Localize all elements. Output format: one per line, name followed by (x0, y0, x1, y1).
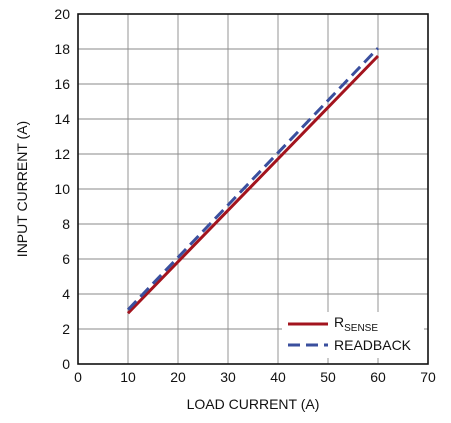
legend-background (282, 312, 424, 358)
x-tick-label-70: 70 (420, 369, 436, 385)
grid (77, 13, 429, 365)
y-tick-label-20: 20 (54, 6, 70, 22)
y-axis-label: INPUT CURRENT (A) (14, 121, 30, 257)
x-tick-label-0: 0 (74, 369, 82, 385)
y-tick-label-10: 10 (54, 181, 70, 197)
x-axis-label: LOAD CURRENT (A) (187, 396, 320, 412)
y-tick-label-2: 2 (62, 321, 70, 337)
series-line-rsense (126, 54, 380, 315)
y-tick-label-6: 6 (62, 251, 70, 267)
x-tick-label-60: 60 (370, 369, 386, 385)
y-tick-label-16: 16 (54, 76, 70, 92)
x-tick-label-10: 10 (120, 369, 136, 385)
series-lines (126, 47, 380, 315)
legend-entry-rsense: RSENSE (334, 314, 378, 334)
legend-entry-readback: READBACK (334, 337, 412, 353)
y-tick-label-18: 18 (54, 41, 70, 57)
x-tick-label-40: 40 (270, 369, 286, 385)
plot-frame (77, 13, 429, 365)
x-tick-label-50: 50 (320, 369, 336, 385)
x-tick-label-30: 30 (220, 369, 236, 385)
y-tick-label-8: 8 (62, 216, 70, 232)
legend: RSENSE READBACK (282, 312, 424, 358)
y-tick-label-12: 12 (54, 146, 70, 162)
y-tick-label-4: 4 (62, 286, 70, 302)
legend-rsense-sub: SENSE (344, 323, 378, 334)
y-tick-label-14: 14 (54, 111, 70, 127)
legend-rsense-main: R (334, 314, 344, 330)
tick-labels: 0 10 20 30 40 50 60 70 0 2 4 6 8 10 12 14 16 18 20 (54, 6, 436, 385)
series-line-readback (126, 47, 380, 311)
x-tick-label-20: 20 (170, 369, 186, 385)
y-tick-label-0: 0 (62, 356, 70, 372)
